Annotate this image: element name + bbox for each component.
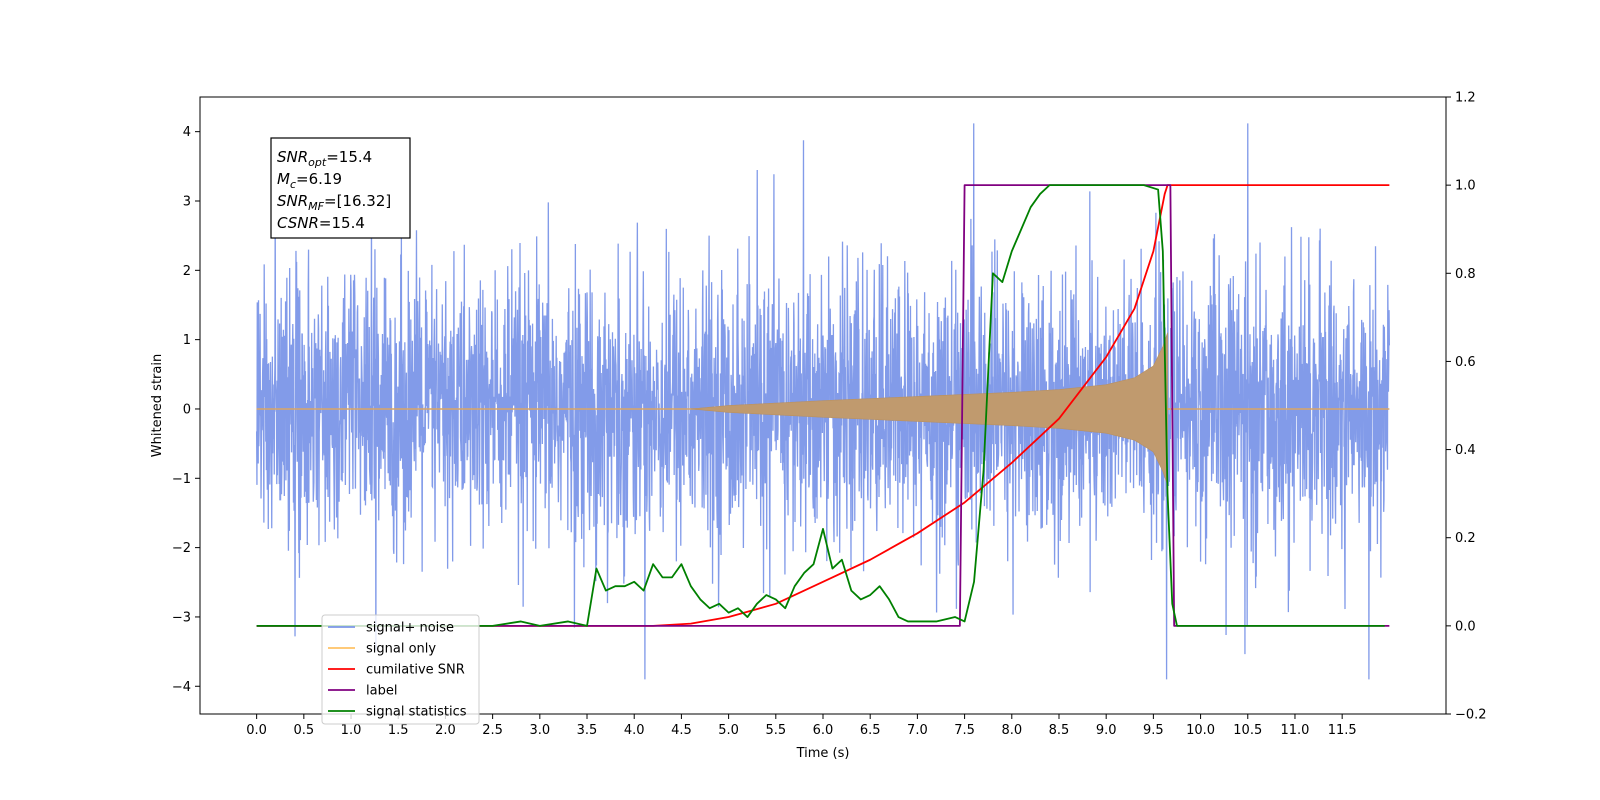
x-tick-label: 1.0 (341, 723, 362, 738)
y-left-tick-label: 0 (183, 402, 191, 417)
x-tick-label: 7.0 (907, 723, 928, 738)
x-tick-label: 8.0 (1001, 723, 1022, 738)
y-left-tick-label: −2 (172, 541, 191, 556)
y-right-tick-label: 0.2 (1455, 531, 1476, 546)
x-tick-label: 6.5 (860, 723, 881, 738)
y-left-tick-label: 4 (183, 125, 191, 140)
x-tick-label: 3.0 (529, 723, 550, 738)
y-right-tick-label: 1.2 (1455, 91, 1476, 106)
series-signal-statistics-line (256, 184, 1385, 627)
y-left-tick-label: −3 (172, 610, 191, 625)
series-signal-only-chirp (690, 332, 1168, 486)
y-right-tick-label: 0.4 (1455, 443, 1476, 458)
y-right-tick-label: 0.8 (1455, 267, 1476, 282)
x-tick-label: 4.5 (671, 723, 692, 738)
info-box-frame (270, 137, 411, 239)
legend-label: signal statistics (366, 705, 467, 720)
series-cumulative-snr-line (256, 184, 1390, 627)
x-tick-label: 7.5 (954, 723, 975, 738)
x-tick-label: 5.0 (718, 723, 739, 738)
x-tick-label: 11.5 (1328, 723, 1357, 738)
axes: 0.0 0.5 1.0 1.5 2.0 2.5 3.0 3.5 4.0 4.5 5.0 5.5 6.0 6… (172, 91, 1487, 739)
x-tick-label: 11.0 (1280, 723, 1309, 738)
info-mc: Mc=6.19 (277, 170, 342, 191)
info-snr-opt: SNRopt=15.4 (277, 148, 372, 169)
x-tick-label: 10.0 (1186, 723, 1215, 738)
x-tick-label: 1.5 (388, 723, 409, 738)
legend-label: signal only (366, 642, 436, 657)
x-tick-label: 4.0 (624, 723, 645, 738)
x-tick-label: 8.5 (1049, 723, 1070, 738)
plot-area (255, 123, 1391, 680)
y-left-tick-label: −1 (172, 472, 191, 487)
y-left-tick-label: −4 (172, 680, 191, 695)
x-tick-label: 10.5 (1233, 723, 1262, 738)
y-left-tick-label: 2 (183, 264, 191, 279)
legend-frame (321, 614, 480, 725)
legend-label: cumilative SNR (366, 663, 465, 678)
y-right-tick-label: 0.6 (1455, 355, 1476, 370)
y-right-tick-label: 1.0 (1455, 179, 1476, 194)
x-tick-label: 5.5 (765, 723, 786, 738)
legend-label: signal+ noise (366, 621, 454, 636)
info-csnr: CSNR=15.4 (277, 214, 365, 232)
x-tick-label: 9.5 (1143, 723, 1164, 738)
y-left-tick-label: 3 (183, 194, 191, 209)
y-right-tick-label: 0.0 (1455, 619, 1476, 634)
x-tick-label: 0.5 (293, 723, 314, 738)
legend: signal+ noise signal only cumilative SNR la… (321, 614, 480, 725)
x-tick-label: 0.0 (246, 723, 267, 738)
y-right-tick-label: −0.2 (1455, 708, 1487, 723)
info-snr-mf: SNRMF=[16.32] (277, 192, 391, 213)
x-tick-label: 3.5 (577, 723, 598, 738)
x-tick-label: 2.0 (435, 723, 456, 738)
x-axis-label: Time (s) (796, 746, 850, 761)
x-tick-label: 6.0 (813, 723, 834, 738)
series-signal-noise-line (255, 123, 1391, 680)
x-tick-label: 2.5 (482, 723, 503, 738)
y-axis-label: Whitened strain (150, 354, 165, 457)
legend-label: label (366, 684, 397, 699)
y-left-tick-label: 1 (183, 333, 191, 348)
x-tick-label: 9.0 (1096, 723, 1117, 738)
